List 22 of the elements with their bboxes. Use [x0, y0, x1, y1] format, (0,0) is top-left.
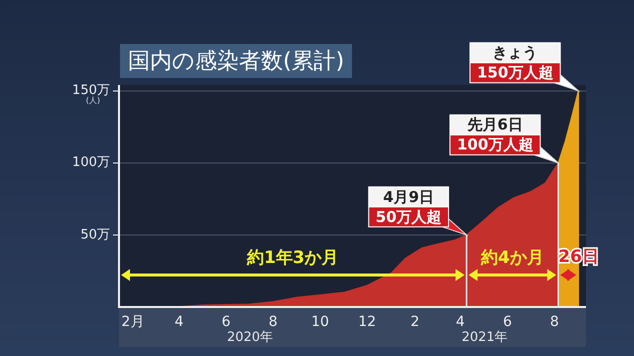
x-tick-label: 10: [311, 314, 330, 330]
annotation: 約4か月: [480, 248, 544, 268]
x-tick-label: 12: [358, 314, 376, 330]
y-axis-title: (人): [86, 96, 100, 105]
x-tick-label: 2: [410, 314, 420, 330]
y-tick-label: 100万: [72, 155, 110, 170]
x-tick-label: 8: [268, 314, 278, 330]
annotation: 約1年3か月: [246, 248, 339, 268]
text: 2020年: [226, 330, 274, 345]
y-tick-label: 50万: [80, 227, 110, 242]
x-tick-label: 2月: [121, 314, 144, 330]
annotation: 4月9日 50万人超: [376, 188, 442, 226]
y-tick-label: 150万: [72, 83, 110, 98]
text: 2021年: [462, 330, 508, 345]
x-tick-label: 4: [174, 314, 184, 330]
x-tick-label: 6: [222, 314, 231, 330]
x-tick-label: 8: [550, 314, 559, 330]
x-tick-label: 4: [456, 314, 465, 330]
chart-title: 国内の感染者数(累計): [120, 44, 352, 78]
x-tick-label: 6: [502, 314, 512, 330]
annotation: きょう 150万人超: [476, 44, 554, 82]
annotation: 先月6日 100万人超: [456, 116, 534, 154]
